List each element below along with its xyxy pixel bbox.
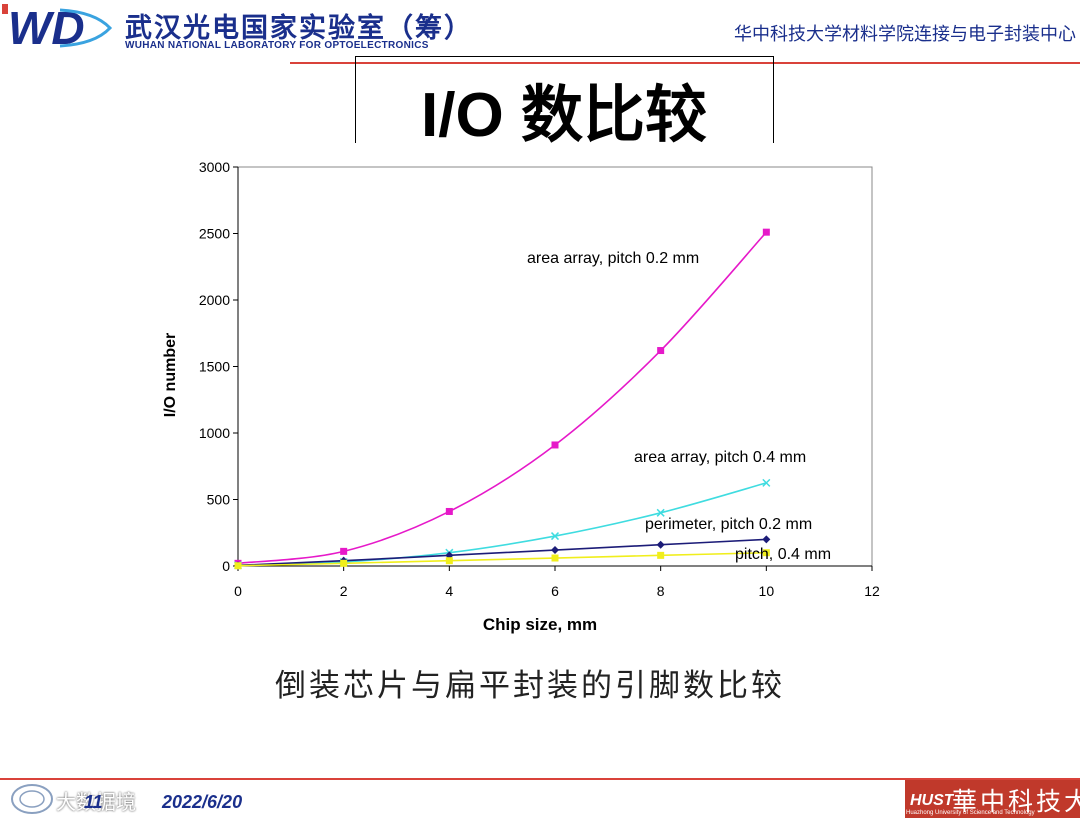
x-tick-label: 4 — [445, 583, 453, 599]
university-name-en: Huazhong University of Science and Techn… — [906, 810, 1035, 816]
x-tick-label: 0 — [234, 583, 242, 599]
y-tick-label: 0 — [222, 558, 230, 574]
data-point — [445, 557, 453, 565]
data-point — [551, 441, 559, 449]
series-label: pitch, 0.4 mm — [735, 546, 831, 563]
x-axis-title: Chip size, mm — [483, 615, 597, 634]
series-line-1 — [237, 482, 767, 567]
data-point — [550, 532, 560, 541]
data-point — [762, 228, 770, 236]
y-tick-label: 2000 — [199, 292, 230, 308]
data-point — [762, 535, 771, 544]
series-line-3 — [237, 551, 767, 567]
y-tick-label: 1000 — [199, 425, 230, 441]
lab-name-en: WUHAN NATIONAL LABORATORY FOR OPTOELECTR… — [125, 40, 429, 51]
footer-divider — [0, 778, 1080, 780]
slide-title: I/O 数比较 — [421, 81, 707, 150]
x-tick-label: 2 — [340, 583, 348, 599]
x-tick-label: 6 — [551, 583, 559, 599]
x-tick-label: 8 — [657, 583, 665, 599]
y-tick-label: 3000 — [199, 159, 230, 175]
data-point — [656, 540, 665, 549]
y-tick-label: 1500 — [199, 359, 230, 375]
lab-name-cn: 武汉光电国家实验室（筹） — [125, 13, 473, 44]
x-tick-label: 10 — [759, 583, 775, 599]
wnlo-logo-icon: WD — [2, 2, 113, 54]
series-label: perimeter, pitch 0.2 mm — [645, 516, 812, 533]
department-name: 华中科技大学材料学院连接与电子封装中心 — [734, 24, 1076, 44]
data-point — [656, 508, 665, 517]
y-tick-label: 500 — [207, 492, 231, 508]
data-point — [657, 551, 665, 559]
y-tick-label: 2500 — [199, 226, 230, 242]
y-axis-title: I/O number — [162, 333, 179, 417]
chart-axes: 0 500 1000 1500 2000 2500 3000 0 2 4 6 8 10 12 — [199, 159, 880, 599]
slide-caption: 倒装芯片与扁平封装的引脚数比较 — [275, 668, 785, 704]
plot-area — [237, 166, 873, 567]
university-name: 華中科技大學 — [952, 787, 1080, 816]
series-line-0 — [237, 231, 767, 565]
data-point — [340, 547, 348, 555]
x-tick-label: 12 — [864, 583, 880, 599]
hust-logo-icon: HUST — [910, 792, 954, 809]
data-point — [340, 559, 348, 567]
svg-text:HUST: HUST — [910, 792, 954, 809]
chart-series-labels: area array, pitch 0.2 mm area array, pitc… — [527, 250, 831, 563]
series-label: area array, pitch 0.2 mm — [527, 250, 699, 267]
data-point — [234, 562, 242, 570]
page-number: 11 — [84, 792, 103, 812]
data-point — [551, 546, 559, 555]
footer-emblem-icon — [11, 784, 53, 814]
university-banner — [905, 780, 1080, 818]
data-point — [657, 347, 665, 355]
series-label: area array, pitch 0.4 mm — [634, 449, 806, 466]
chart-series — [233, 228, 771, 570]
title-frame — [355, 56, 774, 143]
series-line-2 — [237, 538, 767, 567]
data-point — [762, 478, 771, 487]
slide-date: 2022/6/20 — [162, 792, 243, 812]
watermark-text: 大数据境 — [56, 792, 136, 814]
header-divider — [290, 62, 1080, 64]
data-point — [762, 549, 770, 557]
data-point — [445, 507, 453, 515]
data-point — [551, 554, 559, 562]
